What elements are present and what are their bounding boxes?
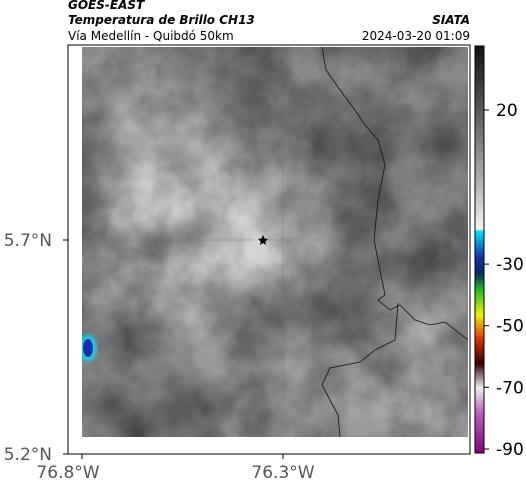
source: SIATA xyxy=(432,13,470,27)
colorbar-scale xyxy=(474,45,485,454)
datetime: 2024-03-20 01:09 xyxy=(362,29,470,43)
location: Vía Medellín - Quibdó 50km xyxy=(68,29,234,43)
lon-label: 76.8°W xyxy=(36,463,99,483)
colorbar-tick-label: -70 xyxy=(496,378,524,398)
colorbar-tick-label: -90 xyxy=(496,440,524,460)
title: GOES-EAST xyxy=(68,0,145,12)
lon-label: 76.3°W xyxy=(251,463,314,483)
subtitle: Temperatura de Brillo CH13 xyxy=(68,13,255,27)
colorbar-tick-label: -50 xyxy=(496,317,524,337)
satellite-image xyxy=(82,47,468,437)
lat-label: 5.7°N xyxy=(4,231,52,251)
colorbar-tick-label: -30 xyxy=(496,255,524,275)
colorbar-tick-label: 20 xyxy=(496,101,518,121)
lat-label: 5.2°N xyxy=(4,445,52,465)
colorbar: 20 -30 -50 -70 -90 xyxy=(474,45,524,460)
map-frame xyxy=(67,44,471,455)
